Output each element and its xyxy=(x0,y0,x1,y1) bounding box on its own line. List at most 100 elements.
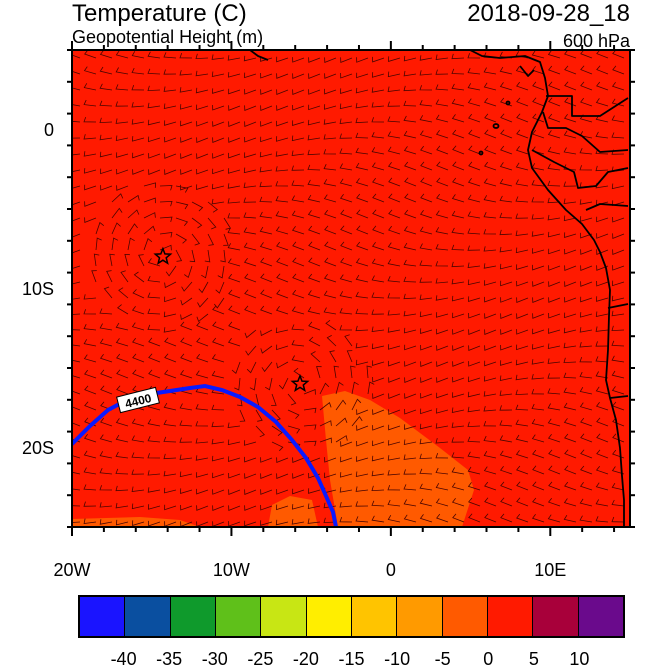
wind-barb xyxy=(147,470,161,476)
wind-barb xyxy=(220,249,226,263)
wind-barb xyxy=(227,213,241,219)
wind-barb xyxy=(276,120,289,127)
wind-barb xyxy=(468,145,481,155)
wind-barb xyxy=(195,70,209,77)
wind-barb xyxy=(339,308,353,315)
wind-barb xyxy=(612,216,625,223)
wind-barb xyxy=(115,118,129,124)
wind-barb xyxy=(404,177,417,187)
wind-barb xyxy=(435,278,449,284)
wind-barb xyxy=(355,274,369,283)
wind-barb xyxy=(548,281,561,287)
wind-barb xyxy=(308,336,321,347)
wind-barb xyxy=(356,57,369,63)
wind-barb xyxy=(261,361,273,373)
wind-barb xyxy=(83,324,97,331)
wind-barb xyxy=(420,408,433,415)
wind-barb xyxy=(259,226,273,235)
wind-barb xyxy=(246,361,257,374)
colorbar-label: 5 xyxy=(528,649,539,669)
wind-barb xyxy=(452,345,465,351)
wind-barb xyxy=(388,193,401,203)
wind-barb xyxy=(435,295,449,301)
wind-barb xyxy=(116,185,129,191)
wind-barb xyxy=(563,198,577,204)
wind-barb xyxy=(596,433,609,443)
wind-barb xyxy=(387,455,401,461)
wind-barb xyxy=(271,409,281,422)
wind-barb xyxy=(355,516,369,523)
wind-barb xyxy=(366,365,372,379)
wind-barb xyxy=(612,265,625,271)
wind-barb xyxy=(355,102,369,109)
wind-barb xyxy=(500,113,513,123)
wind-barb xyxy=(484,345,497,351)
wind-barb xyxy=(260,489,273,495)
wind-barb xyxy=(563,418,577,427)
wind-barb xyxy=(324,73,337,79)
wind-barb xyxy=(179,471,193,478)
wind-barb xyxy=(435,210,449,219)
wind-barb xyxy=(451,422,465,428)
wind-barb xyxy=(595,516,609,523)
wind-barb xyxy=(319,420,332,427)
wind-barb xyxy=(179,437,193,443)
wind-barb xyxy=(419,514,433,523)
wind-barb xyxy=(72,265,81,269)
wind-barb xyxy=(372,177,385,187)
wind-barb xyxy=(180,321,193,331)
wind-barb xyxy=(500,360,513,366)
wind-barb xyxy=(483,178,497,187)
wind-barb xyxy=(147,487,161,493)
wind-barb xyxy=(356,209,369,219)
wind-barb xyxy=(548,481,561,491)
star-markers xyxy=(153,246,310,393)
y-tick-label: 10S xyxy=(21,278,54,299)
wind-barb xyxy=(563,147,577,155)
wind-barb xyxy=(596,216,609,223)
wind-barb xyxy=(387,469,401,476)
wind-barb xyxy=(452,312,465,319)
wind-barb xyxy=(435,467,449,475)
wind-barb xyxy=(580,265,593,271)
wind-barb xyxy=(244,520,257,527)
wind-barb xyxy=(403,55,417,62)
wind-barb xyxy=(548,248,561,255)
wind-barb xyxy=(419,453,433,460)
wind-barb xyxy=(339,487,353,493)
wind-barb xyxy=(180,488,193,494)
wind-barb xyxy=(564,248,577,255)
wind-barb xyxy=(387,499,401,507)
wind-barb xyxy=(244,152,257,158)
wind-barb xyxy=(451,227,465,235)
wind-barb xyxy=(451,452,465,459)
wind-barb xyxy=(483,435,497,443)
wind-barb xyxy=(516,465,529,475)
wind-barb xyxy=(244,72,257,79)
wind-barb xyxy=(580,433,593,443)
wind-barb xyxy=(611,355,625,363)
colorbar-box xyxy=(442,597,488,636)
wind-barb xyxy=(163,487,177,494)
wind-barb xyxy=(147,68,161,75)
wind-barb xyxy=(72,505,81,507)
wind-barb xyxy=(143,238,153,251)
wind-barb xyxy=(292,257,305,267)
wind-barb xyxy=(249,377,257,391)
wind-barb xyxy=(611,115,625,123)
wind-barb xyxy=(287,393,297,406)
wind-barb xyxy=(276,73,289,79)
wind-barb xyxy=(371,515,385,523)
wind-barb xyxy=(148,136,161,143)
colorbar-label: 10 xyxy=(569,649,590,669)
wind-barb xyxy=(324,241,337,251)
wind-barb xyxy=(403,327,417,334)
wind-barb xyxy=(72,329,81,331)
colorbar-box xyxy=(215,597,262,636)
wind-barb xyxy=(452,177,465,187)
wind-barb xyxy=(100,417,113,427)
wind-barb xyxy=(499,246,513,253)
wind-barb xyxy=(115,468,129,475)
wind-barb xyxy=(99,468,113,475)
wind-barb xyxy=(303,407,317,414)
